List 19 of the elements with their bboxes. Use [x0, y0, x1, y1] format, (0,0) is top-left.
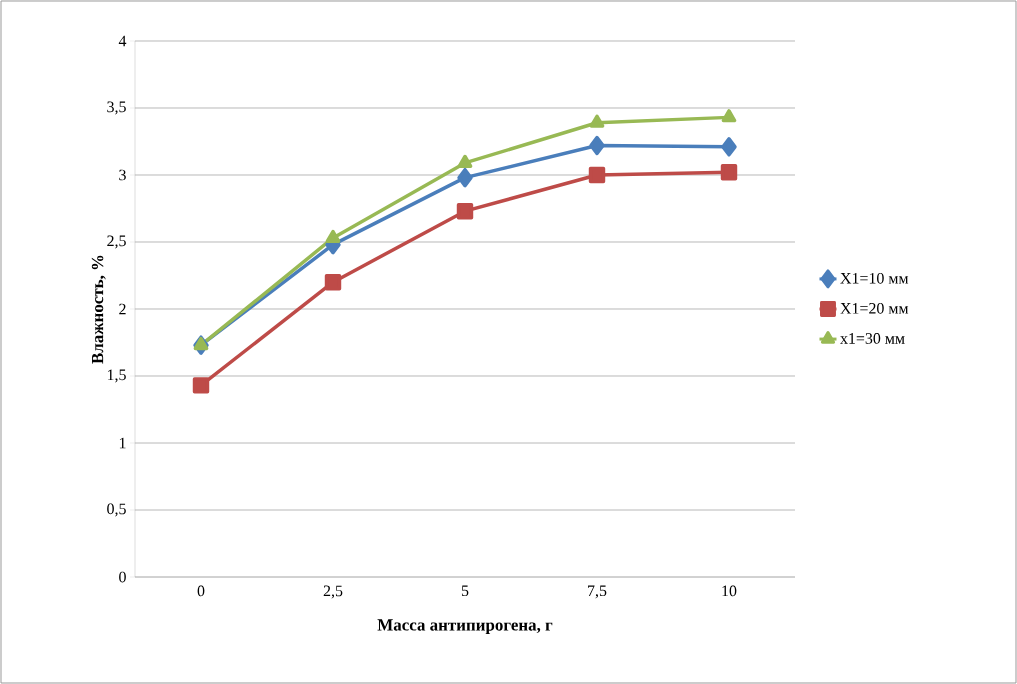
y-tick-label: 0 [119, 571, 126, 583]
y-tick-label: 1 [119, 437, 126, 449]
x-tick-label: 10 [722, 585, 737, 597]
x-axis-title: Масса антипирогена, г [377, 619, 553, 635]
y-tick-label: 0,5 [107, 503, 126, 517]
legend-label: X1=20 мм [840, 302, 909, 314]
y-tick-label: 3,5 [107, 101, 126, 115]
x-tick-label: 2,5 [323, 585, 343, 599]
x-tick-label: 7,5 [588, 585, 607, 599]
y-tick-label: 4 [118, 35, 127, 47]
legend-label: x1=30 мм [840, 333, 905, 344]
x-tick-label: 5 [461, 585, 469, 597]
x-tick-label: 0 [197, 585, 205, 597]
y-tick-label: 2,5 [107, 235, 126, 249]
legend-label: X1=10 мм [840, 272, 909, 284]
y-axis-title: Влажность, % [91, 255, 106, 364]
y-tick-label: 1,5 [107, 369, 126, 383]
y-tick-label: 3 [119, 169, 126, 181]
y-tick-label: 2 [119, 303, 126, 315]
